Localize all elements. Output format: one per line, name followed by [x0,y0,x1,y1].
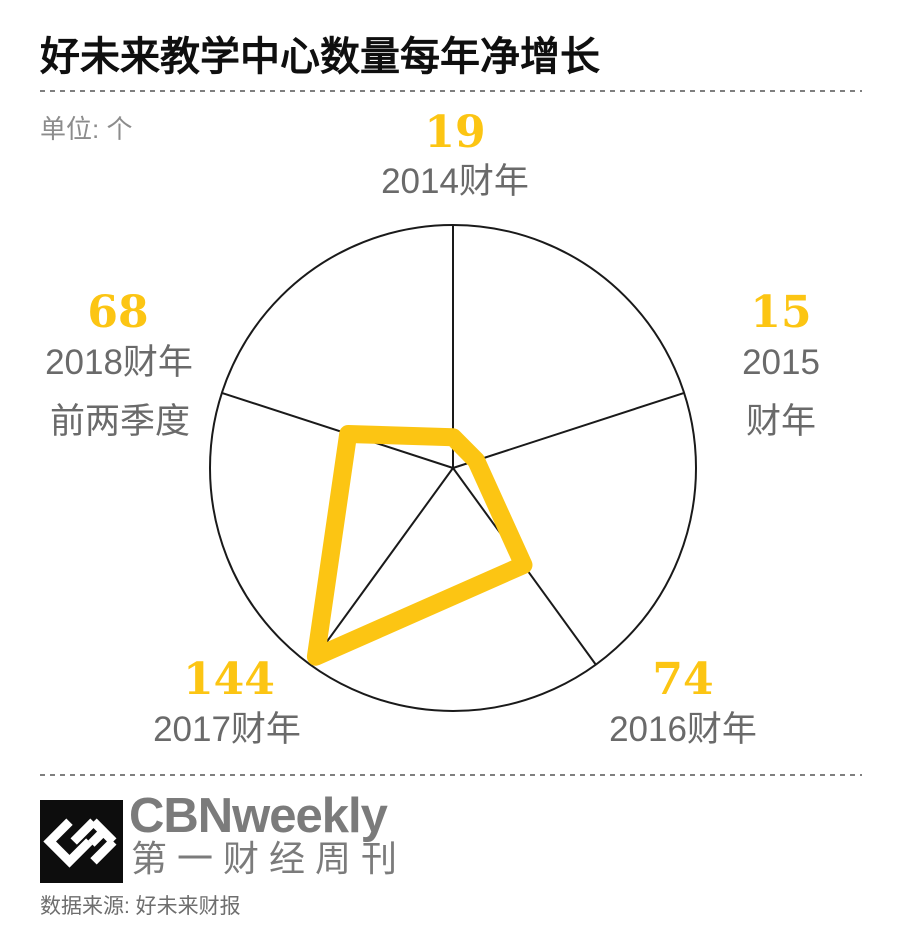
cbn-logo-icon [40,800,123,883]
unit-label: 单位: 个 [40,114,133,144]
data-source: 数据来源: 好未来财报 [40,895,241,918]
axis-label-2018-line2: 前两季度 [49,402,191,441]
radar-spoke-4 [221,391,454,469]
radar-spoke-3 [309,467,454,666]
bottom-divider [40,774,862,776]
axis-label-2014: 2014财年 [381,162,529,201]
axis-label-2015-line1: 2015 [742,343,820,382]
top-divider [40,90,862,92]
axis-label-2016: 2016财年 [609,710,757,749]
axis-label-2018-line1: 2018财年 [45,343,193,382]
value-2017: 144 [183,654,275,705]
data-polygon [306,425,533,666]
brand-name-cn: 第一财经周刊 [131,838,408,879]
value-2018: 68 [87,287,149,338]
axis-label-2015-line2: 财年 [745,402,817,441]
radar-spoke-1 [452,391,685,469]
value-2014: 19 [424,107,486,158]
value-2015: 15 [750,287,812,338]
brand-name: CBNweekly [129,789,388,843]
value-2016: 74 [652,654,714,705]
page-title: 好未来教学中心数量每年净增长 [40,35,600,79]
axis-label-2017: 2017财年 [153,710,301,749]
